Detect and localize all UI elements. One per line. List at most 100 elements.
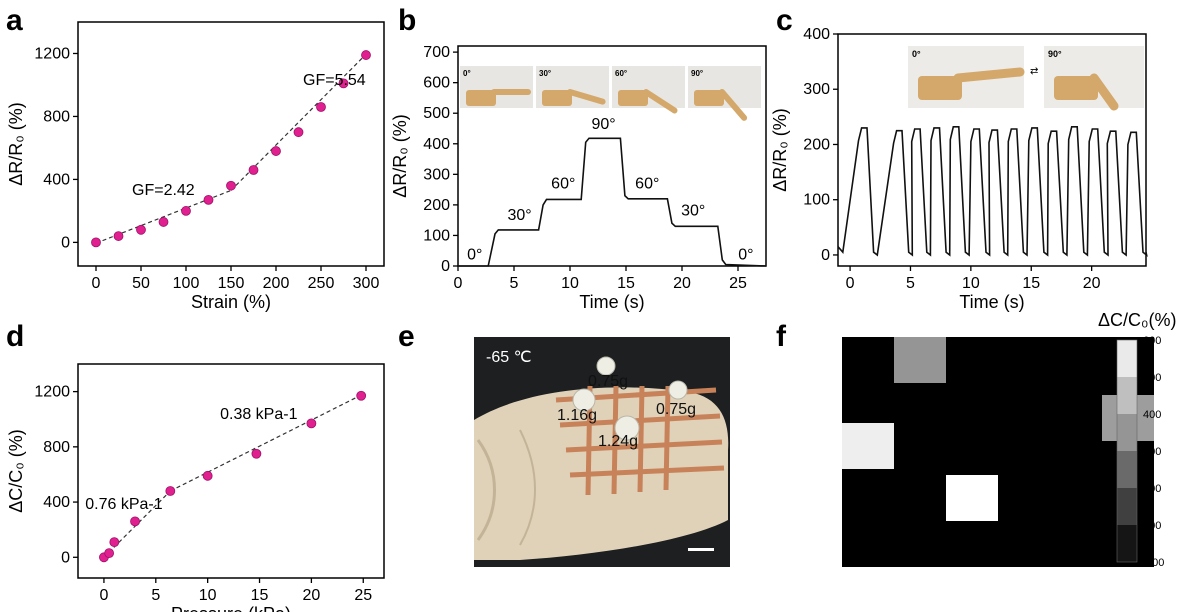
x-tick-label: 5 — [151, 587, 160, 604]
plot-frame — [77, 363, 385, 579]
y-axis-label: ΔR/R₀ (%) — [390, 114, 410, 198]
colorbar-step — [1117, 451, 1137, 488]
x-tick-label: 5 — [510, 275, 519, 292]
colorbar-label: ΔC/C₀(%) — [1098, 310, 1177, 330]
hand-block — [542, 90, 572, 106]
colorbar-tick-label: 200 — [1143, 483, 1161, 495]
inset-photo: 90° — [1044, 46, 1144, 111]
x-tick-label: 150 — [218, 275, 245, 292]
inset-photo: 90° — [688, 66, 761, 121]
hand-block — [918, 76, 962, 100]
x-tick-label: 25 — [354, 587, 372, 604]
panel-label-f: f — [776, 320, 787, 353]
finger — [953, 67, 1025, 83]
colorbar-frame — [1116, 339, 1138, 563]
inset-photo: 0° — [460, 66, 533, 108]
y-axis-label: ΔR/R₀ (%) — [6, 102, 26, 186]
data-point — [248, 165, 259, 175]
x-tick-label: 20 — [1083, 275, 1101, 292]
x-tick-label: 250 — [308, 275, 335, 292]
data-point — [316, 102, 326, 112]
y-tick-label: 0 — [821, 247, 830, 264]
hand-block — [466, 90, 496, 106]
temperature-label: -65 ℃ — [486, 349, 532, 366]
y-tick-label: 400 — [803, 26, 830, 43]
y-tick-label: 800 — [43, 439, 70, 456]
x-tick-label: 300 — [353, 275, 380, 292]
colorbar-tick-label: 600 — [1143, 335, 1161, 347]
y-tick-label: 200 — [423, 197, 450, 214]
plot-frame — [837, 33, 1147, 267]
x-tick-label: 200 — [263, 275, 290, 292]
y-axis-label: ΔR/R₀ (%) — [770, 108, 790, 192]
finger — [567, 89, 606, 105]
scale-bar — [688, 548, 714, 551]
x-tick-label: 10 — [962, 275, 980, 292]
y-tick-label: 0 — [61, 234, 70, 251]
y-tick-label: 400 — [423, 136, 450, 153]
y-axis-label: ΔC/C₀ (%) — [6, 429, 26, 513]
photo-angle-label: 60° — [615, 69, 627, 78]
y-tick-label: 500 — [423, 105, 450, 122]
x-tick-label: 20 — [673, 275, 691, 292]
x-tick-label: 10 — [199, 587, 217, 604]
hand-block — [1054, 76, 1098, 100]
x-tick-label: 100 — [173, 275, 200, 292]
colorbar-step — [1117, 488, 1137, 525]
photo-angle-label: 0° — [463, 69, 471, 78]
weight-label-4: 1.24g — [598, 433, 638, 450]
angle-annotation: 30° — [507, 207, 531, 224]
data-point — [113, 231, 124, 241]
colorbar-tick-label: 100 — [1143, 520, 1161, 532]
y-tick-label: 0 — [441, 258, 450, 275]
photo-angle-label: 90° — [1048, 49, 1062, 59]
y-tick-label: 400 — [43, 171, 70, 188]
data-point — [158, 217, 169, 227]
inset-photo: 60° — [612, 66, 685, 114]
finger — [643, 89, 678, 114]
panel-label-d: d — [6, 320, 24, 353]
y-tick-label: 0 — [61, 549, 70, 566]
photo-angle-label: 30° — [539, 69, 551, 78]
heatmap-cell — [894, 337, 946, 383]
data-point — [203, 194, 214, 205]
y-tick-label: 700 — [423, 44, 450, 61]
series-line — [837, 126, 1148, 257]
x-tick-label: 10 — [561, 275, 579, 292]
y-tick-label: 100 — [423, 227, 450, 244]
chart-d-pressure: 0 5 10 15 20 25 0 400 800 1200 Pressure (kPa) ΔC/C₀… — [6, 363, 385, 612]
data-point — [338, 78, 349, 89]
y-tick-label: 300 — [423, 166, 450, 183]
colorbar-tick-label: 0.00 — [1143, 557, 1164, 569]
inset-photo: 0° — [908, 46, 1025, 108]
data-point — [356, 390, 367, 401]
angle-annotation: 60° — [635, 176, 659, 193]
data-point — [271, 146, 281, 156]
chart-f-heatmap: 600 500 400 300 200 100 0.00 ΔC/C₀(%) — [842, 310, 1177, 569]
heatmap-cell — [946, 475, 998, 521]
panel-label-b: b — [398, 4, 416, 37]
angle-annotation: 0° — [738, 246, 753, 263]
colorbar-tick-label: 300 — [1143, 446, 1161, 458]
x-tick-label: 0 — [99, 587, 108, 604]
weight-markers — [572, 356, 688, 441]
x-tick-label: 15 — [617, 275, 635, 292]
colorbar-step — [1117, 525, 1137, 562]
colorbar-step — [1117, 414, 1137, 451]
weight-label-3: 0.75g — [656, 401, 696, 418]
y-tick-label: 100 — [803, 192, 830, 209]
panel-label-e: e — [398, 320, 415, 353]
photo-angle-label: 0° — [912, 49, 921, 59]
angle-annotation: 90° — [591, 116, 615, 133]
y-tick-label: 800 — [43, 108, 70, 125]
x-tick-label: 0 — [92, 275, 101, 292]
slope-annotation: GF=5.54 — [303, 72, 366, 89]
y-tick-label: 200 — [803, 136, 830, 153]
inset-photo: 30° — [536, 66, 609, 108]
x-tick-label: 0 — [846, 275, 855, 292]
data-point — [109, 537, 120, 548]
chart-b-bending-steps: 0 5 10 15 20 25 0 100 200 300 400 500 600 700 Time (s)… — [390, 44, 767, 312]
colorbar-tick-label: 400 — [1143, 409, 1161, 421]
weight-label-2: 1.16g — [557, 407, 597, 424]
